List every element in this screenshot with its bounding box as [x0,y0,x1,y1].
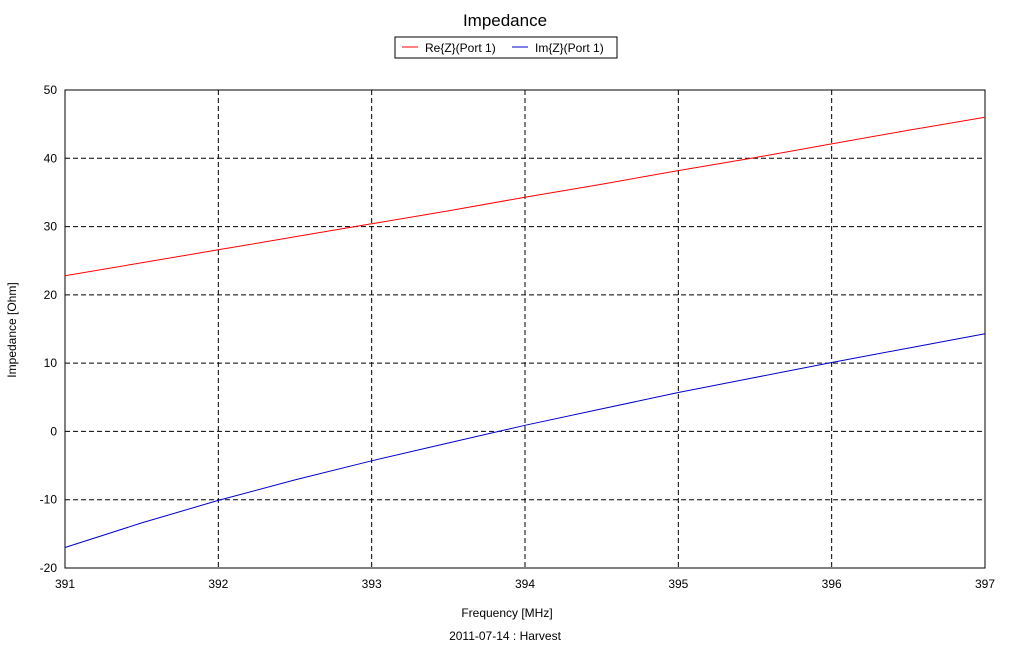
x-tick-label: 395 [668,577,688,591]
x-tick-label: 393 [362,577,382,591]
chart-title: Impedance [463,11,547,30]
y-axis-label: Impedance [Ohm] [5,282,19,377]
y-tick-label: 0 [50,424,57,438]
y-tick-labels: -20 -10 0 10 20 30 40 50 [40,83,58,575]
footer-note: 2011-07-14 : Harvest [449,629,562,643]
y-tick-label: 10 [44,356,58,370]
y-tick-label: 50 [44,83,58,97]
x-tick-labels: 391 392 393 394 395 396 397 [55,577,995,591]
x-tick-label: 391 [55,577,75,591]
x-tick-label: 392 [208,577,228,591]
legend: Re{Z}(Port 1) Im{Z}(Port 1) [394,36,618,59]
legend-entry-label: Re{Z}(Port 1) [425,41,496,55]
series-lines [64,116,986,548]
x-tick-label: 396 [822,577,842,591]
y-tick-label: -20 [40,561,58,575]
y-tick-label: 20 [44,288,58,302]
series-line-im-z [64,333,986,548]
y-tick-label: -10 [40,493,58,507]
grid-lines [65,90,985,568]
x-tick-label: 394 [515,577,535,591]
legend-box [394,36,618,59]
x-axis-label: Frequency [MHz] [461,606,552,620]
x-tick-label: 397 [975,577,995,591]
y-tick-label: 40 [44,151,58,165]
series-line-re-z [64,116,986,277]
y-tick-label: 30 [44,220,58,234]
plot-frame [64,89,986,569]
legend-entry-label: Im{Z}(Port 1) [535,41,604,55]
